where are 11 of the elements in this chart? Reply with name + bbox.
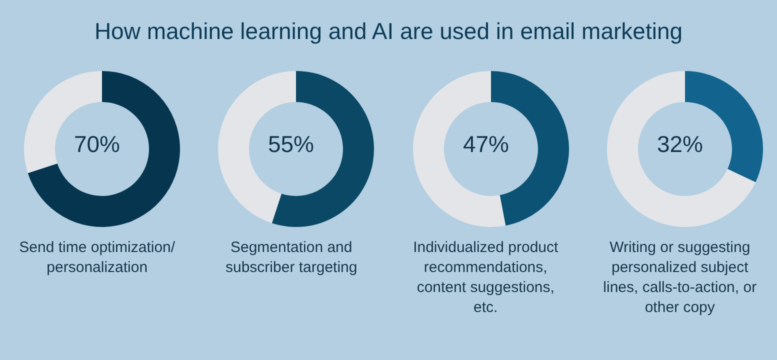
text: How machine learning and AI are used in email marketing (93, 17, 684, 46)
text: Send time optimization/ personalization (19, 238, 176, 278)
text: 70% (74, 131, 120, 157)
text: 47% (462, 131, 509, 157)
donut-slice (28, 71, 180, 227)
text: Writing or suggesting personalized subject lines, calls-to-action, or other copy (602, 238, 758, 318)
text: Segmentation and subscriber targeting (224, 238, 358, 278)
text: 32% (656, 131, 703, 157)
text: 55% (268, 131, 314, 157)
donut-slice (606, 71, 756, 227)
text: Individualized product recommendations, content suggestions, etc. (412, 238, 560, 318)
